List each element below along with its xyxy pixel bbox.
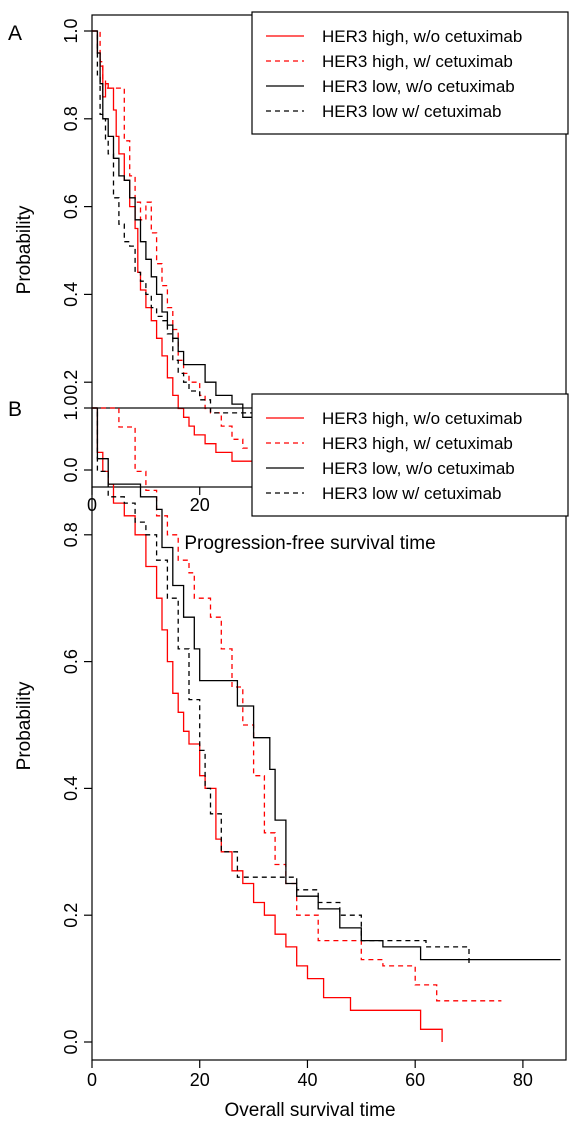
panel-b-series-3-curve: [92, 407, 470, 966]
panel-a-y-tick-label: 0.0: [61, 457, 81, 482]
panel-a-legend-label-1: HER3 high, w/ cetuximab: [322, 52, 513, 71]
panel-b-y-tick-label: 0.6: [61, 649, 81, 674]
panel-b-x-tick-label: 80: [513, 1070, 533, 1090]
panel-a-series-3-curve: [92, 30, 464, 427]
panel-a-x-axis-label: Progression-free survival time: [184, 533, 435, 554]
panel-b-y-tick-label: 0.4: [61, 776, 81, 801]
panel-a-y-tick-label: 0.2: [61, 370, 81, 395]
panel-b: B Probability Overall survival time 0 20 4…: [8, 393, 569, 1121]
panel-a-y-tick-label: 0.6: [61, 194, 81, 219]
panel-b-y-axis-label: Probability: [14, 681, 35, 770]
panel-a-legend-label-3: HER3 low w/ cetuximab: [322, 102, 502, 121]
panel-b-x-tick-label: 0: [87, 1070, 97, 1090]
panel-b-x-tick-label: 20: [190, 1070, 210, 1090]
panel-b-series-0-curve: [92, 407, 443, 1042]
panel-a-legend-label-2: HER3 low, w/o cetuximab: [322, 77, 515, 96]
panel-b-x-tick-label: 40: [297, 1070, 317, 1090]
panel-a-legend-box: [251, 11, 569, 135]
panel-a-series-2-curve: [92, 30, 287, 470]
panel-b-legend-label-1: HER3 high, w/ cetuximab: [322, 434, 513, 453]
panel-a-y-tick-label: 0.4: [61, 282, 81, 307]
panel-letter-b: B: [8, 398, 22, 421]
panel-letter-a: A: [8, 22, 22, 45]
panel-a-x-tick-label: 20: [190, 495, 210, 515]
panel-b-legend-label-2: HER3 low, w/o cetuximab: [322, 459, 515, 478]
panel-b-y-tick-label: 0.0: [61, 1029, 81, 1054]
panel-a-legend-label-0: HER3 high, w/o cetuximab: [322, 27, 522, 46]
panel-a-series-0-curve: [92, 30, 266, 470]
panel-b-x-axis-label: Overall survival time: [224, 1100, 395, 1121]
panel-b-legend-label-3: HER3 low w/ cetuximab: [322, 484, 502, 503]
panel-a-y-tick-label: 1.0: [61, 18, 81, 43]
panel-b-legend-box: [251, 393, 569, 517]
panel-b-legend-label-0: HER3 high, w/o cetuximab: [322, 409, 522, 428]
panel-b-series-2-curve: [92, 407, 561, 961]
panel-a-y-tick-label: 0.8: [61, 106, 81, 131]
panel-a-y-axis-label: Probability: [14, 205, 35, 294]
panel-b-y-tick-label: 0.8: [61, 522, 81, 547]
panel-b-y-tick-label: 0.2: [61, 903, 81, 928]
panel-b-x-tick-label: 60: [405, 1070, 425, 1090]
panel-b-y-tick-label: 1.0: [61, 395, 81, 420]
